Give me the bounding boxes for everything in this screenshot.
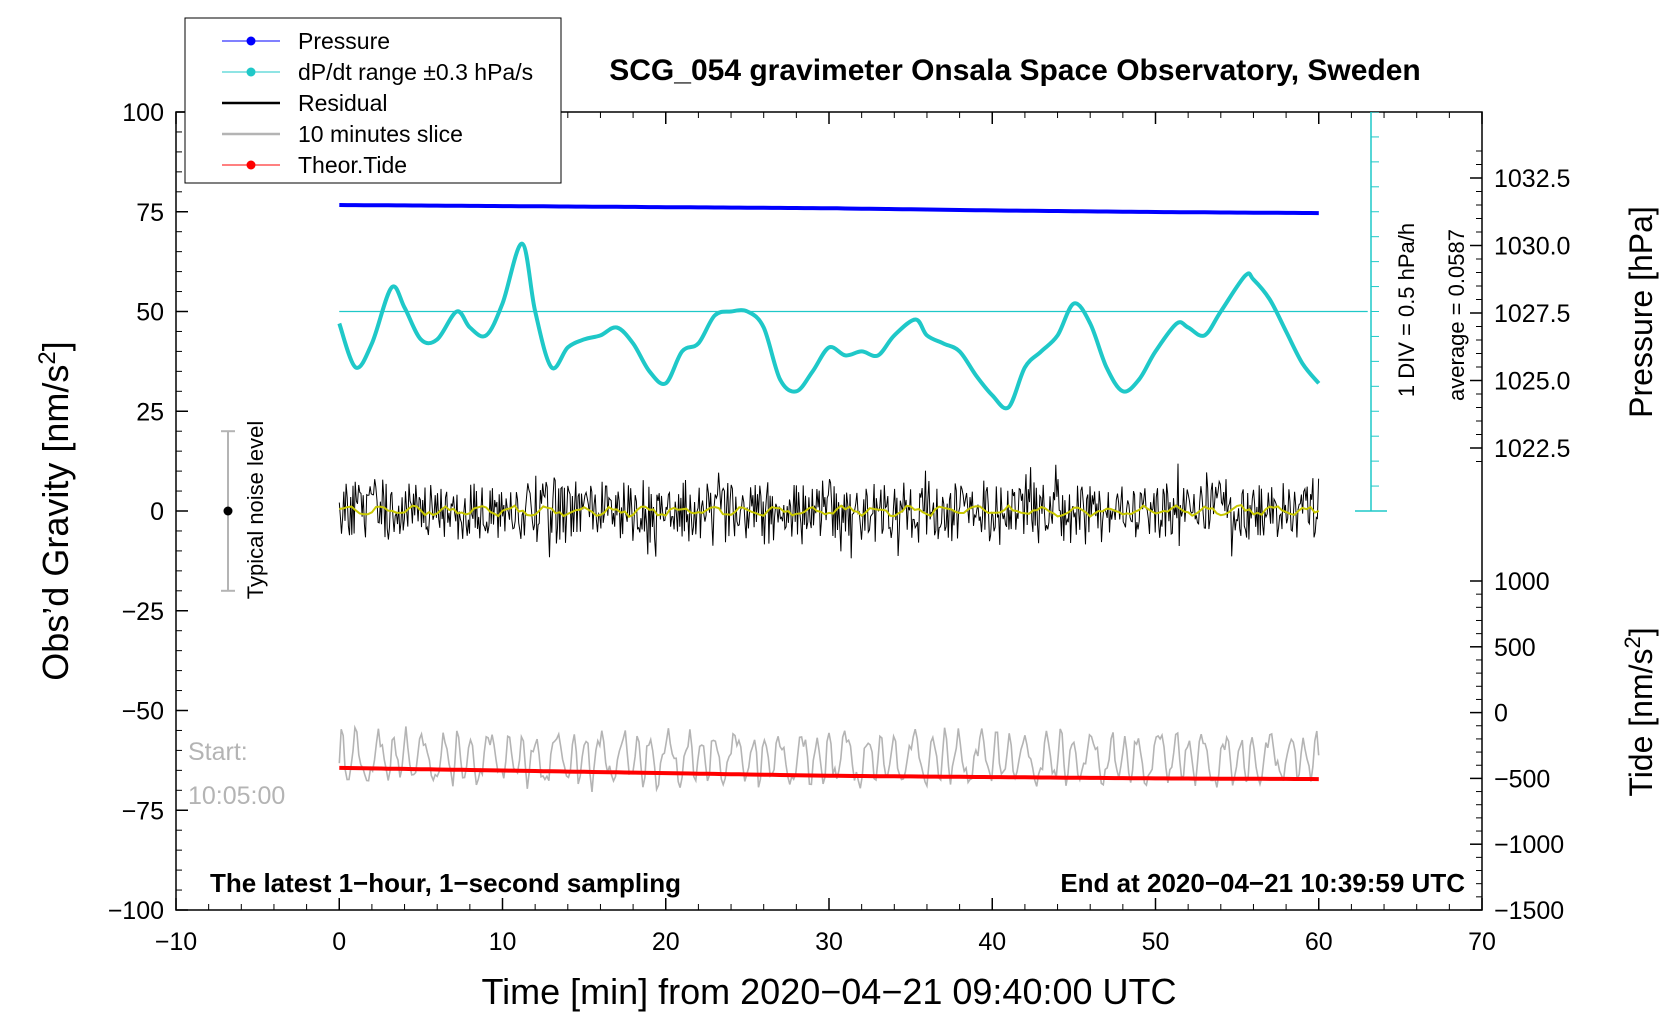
data-layer [221, 112, 1387, 793]
y-tick-label: −100 [108, 897, 164, 925]
y-tick-label: 0 [150, 498, 164, 526]
x-tick-label: 60 [1305, 928, 1333, 956]
legend-label: 10 minutes slice [298, 121, 463, 147]
tide-tick-label: 1000 [1494, 568, 1550, 596]
start-time: 10:05:00 [188, 782, 285, 810]
sampling-note: The latest 1−hour, 1−second sampling [210, 868, 681, 898]
chart-title: SCG_054 gravimeter Onsala Space Observat… [609, 54, 1421, 87]
y-tick-label: −25 [122, 598, 164, 626]
legend-label: Theor.Tide [298, 152, 407, 178]
y-tick-label: 75 [136, 199, 164, 227]
x-tick-label: 70 [1468, 928, 1496, 956]
pressure-tick-label: 1032.5 [1494, 165, 1570, 193]
pressure-tick-label: 1027.5 [1494, 300, 1570, 328]
x-tick-label: 30 [815, 928, 843, 956]
y-tick-label: 50 [136, 299, 164, 327]
legend-marker [246, 160, 256, 170]
x-tick-label: 10 [489, 928, 517, 956]
dpdt-scale-label: 1 DIV = 0.5 hPa/h [1394, 223, 1419, 397]
residual-line [338, 463, 1320, 559]
pressure-tick-label: 1025.0 [1494, 368, 1570, 396]
y-axis-label-left: Obs’d Gravity [nm/s2] [34, 341, 77, 680]
pressure-line [339, 203, 1319, 216]
y-tick-label: 100 [122, 99, 164, 127]
y-tick-label: −50 [122, 698, 164, 726]
legend-label: dP/dt range ±0.3 hPa/s [298, 59, 533, 85]
start-label: Start: [188, 738, 248, 766]
x-tick-label: 50 [1142, 928, 1170, 956]
tide-tick-label: −1500 [1494, 897, 1564, 925]
pressure-tick-label: 1030.0 [1494, 233, 1570, 261]
end-time-note: End at 2020−04−21 10:39:59 UTC [1060, 868, 1465, 898]
tide-tick-label: −1000 [1494, 831, 1564, 859]
x-tick-label: 0 [332, 928, 346, 956]
noise-level-center-dot [223, 506, 233, 516]
x-axis-label: Time [min] from 2020−04−21 09:40:00 UTC [481, 971, 1176, 1012]
tide-tick-label: 0 [1494, 700, 1508, 728]
x-tick-label: 40 [978, 928, 1006, 956]
legend-marker [246, 36, 256, 46]
tide-tick-label: −500 [1494, 765, 1550, 793]
y-tick-label: −75 [122, 797, 164, 825]
tide-tick-label: 500 [1494, 634, 1536, 662]
legend-label: Pressure [298, 28, 390, 54]
dpdt-average-label: average = 0.0587 [1444, 229, 1469, 401]
y-axis-label-pressure: Pressure [hPa] [1623, 206, 1659, 418]
dpdt-line [337, 241, 1321, 411]
tide-line [339, 765, 1319, 782]
legend-box [184, 17, 562, 184]
noise-level-label: Typical noise level [243, 421, 268, 600]
legend-marker [246, 67, 256, 77]
axes-layer: −10 0 10 20 30 40 50 60 701007550250−25−50−75−10… [108, 99, 1571, 956]
legend: Pressure dP/dt range ±0.3 hPa/s Residual 10… [184, 17, 562, 184]
slice-line [338, 724, 1320, 793]
legend-label: Residual [298, 90, 388, 116]
residual-smooth-line [339, 503, 1320, 519]
pressure-tick-label: 1022.5 [1494, 435, 1570, 463]
x-tick-label: 20 [652, 928, 680, 956]
y-axis-label-tide: Tide [nm/s2] [1620, 627, 1660, 796]
x-tick-label: −10 [155, 928, 197, 956]
y-tick-label: 25 [136, 398, 164, 426]
